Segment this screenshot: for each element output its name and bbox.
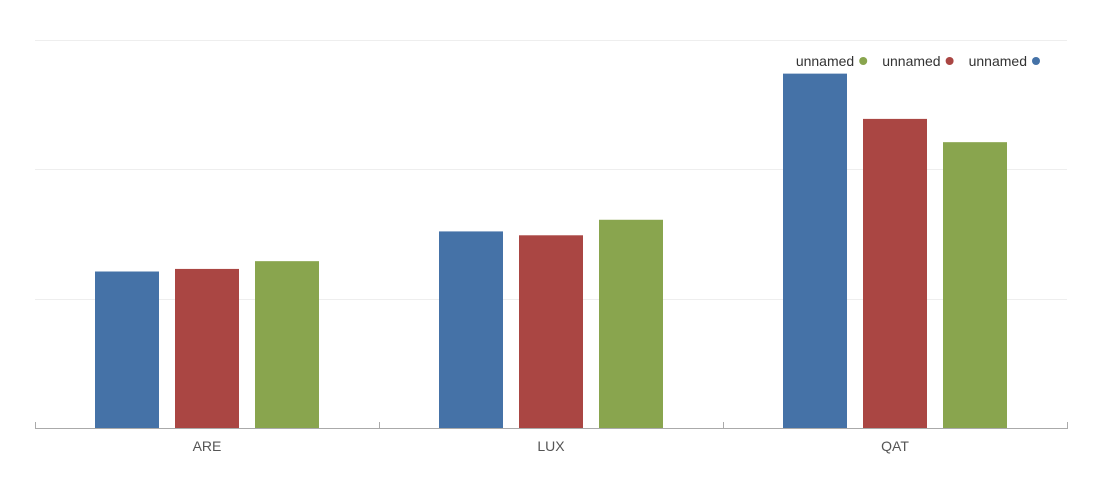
legend-label-series-2[interactable]: unnamed [882, 53, 940, 69]
bar-are-series-2[interactable] [175, 268, 239, 428]
legend-marker-series-1 [1032, 57, 1040, 65]
bar-are-series-3[interactable] [255, 261, 319, 428]
legend-label-series-1[interactable]: unnamed [969, 53, 1027, 69]
bar-qat-series-2[interactable] [863, 118, 927, 428]
legend-marker-series-3 [859, 57, 868, 65]
bar-are-series-1[interactable] [95, 271, 159, 428]
legend-marker-series-2 [945, 57, 954, 65]
bar-lux-series-2[interactable] [519, 235, 583, 428]
bar-lux-series-1[interactable] [439, 231, 503, 428]
x-tick-label-lux: LUX [537, 438, 565, 454]
x-tick-label-qat: QAT [881, 438, 909, 454]
legend-label-series-3[interactable]: unnamed [796, 53, 854, 69]
bar-lux-series-3[interactable] [599, 219, 663, 428]
bar-qat-series-1[interactable] [783, 73, 847, 429]
x-axis: ARE LUX QAT [35, 422, 1068, 454]
legend: unnamed unnamed unnamed [796, 53, 1040, 69]
x-tick-label-are: ARE [193, 438, 222, 454]
bars [95, 73, 1007, 429]
bar-qat-series-3[interactable] [943, 142, 1007, 428]
